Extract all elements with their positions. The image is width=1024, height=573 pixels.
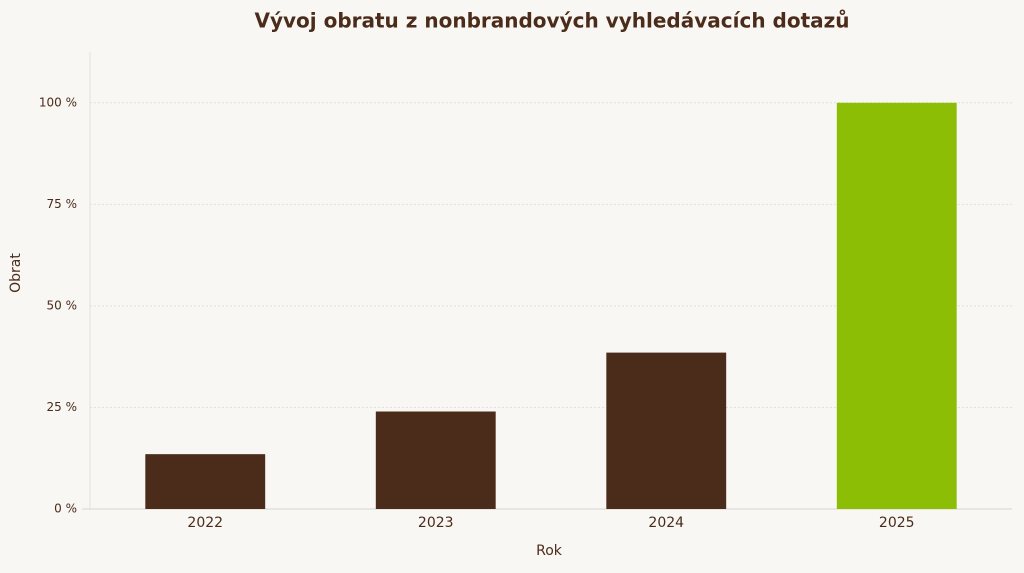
x-tick-label: 2023 (418, 515, 454, 531)
chart-title: Vývoj obratu z nonbrandových vyhledávací… (254, 9, 849, 33)
y-axis-label: Obrat (8, 253, 24, 293)
x-tick-label: 2024 (648, 515, 684, 531)
bar (606, 352, 727, 509)
bar (375, 411, 496, 509)
x-tick-label: 2022 (187, 515, 223, 531)
x-axis-label: Rok (536, 543, 563, 559)
y-tick-label: 50 % (47, 298, 78, 312)
bar (836, 102, 957, 510)
x-tick-label: 2025 (879, 515, 915, 531)
y-tick-label: 75 % (47, 197, 78, 211)
y-tick-label: 100 % (39, 95, 77, 109)
bar (145, 454, 266, 509)
y-tick-label: 0 % (54, 502, 77, 516)
y-tick-label: 25 % (47, 400, 78, 414)
